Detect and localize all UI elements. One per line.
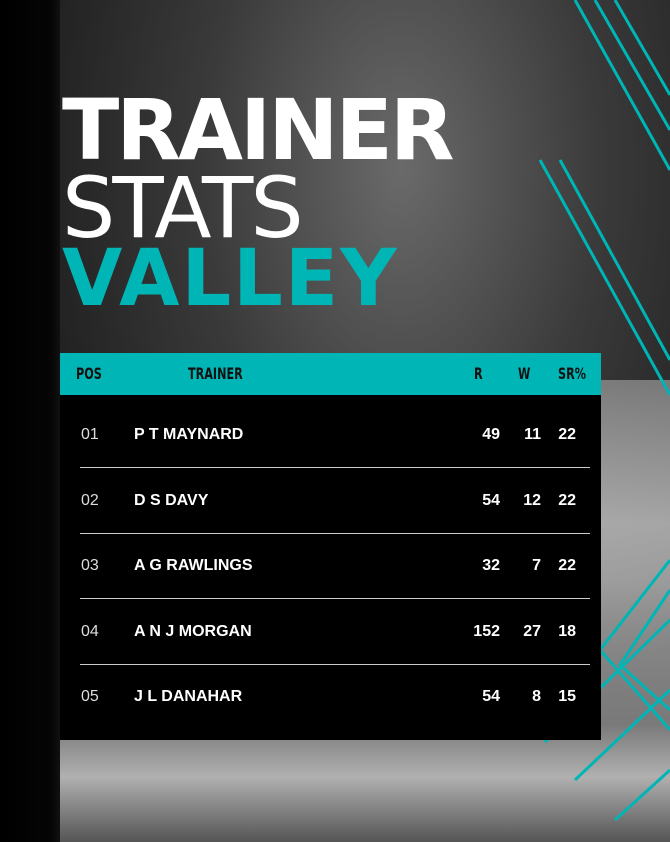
table-row: 02 D S DAVY 54 12 22 xyxy=(60,468,601,534)
cell-sr: 22 xyxy=(558,557,576,574)
cell-pos: 04 xyxy=(81,622,99,640)
title-line-3: VALLEY xyxy=(62,234,399,324)
cell-sr: 15 xyxy=(558,688,576,705)
cell-trainer: A N J MORGAN xyxy=(134,622,252,640)
page-title: TRAINER STATS VALLEY xyxy=(62,81,455,324)
stats-table: POS TRAINER R W SR% 01 P T MAYNARD 49 11… xyxy=(60,353,601,740)
cell-trainer: D S DAVY xyxy=(134,491,209,509)
table-row: 01 P T MAYNARD 49 11 22 xyxy=(60,402,601,468)
cell-trainer: P T MAYNARD xyxy=(134,426,244,443)
cell-r: 54 xyxy=(482,688,500,705)
header-sr: SR% xyxy=(558,364,586,383)
cell-pos: 01 xyxy=(81,426,99,443)
title-line-2: STATS xyxy=(62,159,304,257)
cell-pos: 03 xyxy=(81,557,99,574)
table-row: 05 J L DANAHAR 54 8 15 xyxy=(60,664,601,730)
header-w: W xyxy=(518,364,531,383)
row-divider xyxy=(80,663,590,665)
cell-w: 11 xyxy=(524,426,541,443)
cell-r: 32 xyxy=(482,557,500,574)
cell-r: 54 xyxy=(482,491,500,509)
cell-w: 7 xyxy=(532,557,541,574)
title-line-1: TRAINER xyxy=(62,81,455,179)
header-pos: POS xyxy=(76,364,102,383)
header-trainer: TRAINER xyxy=(188,364,243,383)
cell-pos: 05 xyxy=(81,688,99,705)
table-row: 04 A N J MORGAN 152 27 18 xyxy=(60,599,601,665)
cell-r: 152 xyxy=(473,622,500,640)
cell-w: 8 xyxy=(532,688,541,705)
cell-trainer: A G RAWLINGS xyxy=(134,557,253,574)
cell-sr: 18 xyxy=(558,622,576,640)
cell-sr: 22 xyxy=(558,491,576,509)
left-strip xyxy=(0,0,60,842)
cell-w: 27 xyxy=(523,622,541,640)
cell-trainer: J L DANAHAR xyxy=(134,688,243,705)
table-row: 03 A G RAWLINGS 32 7 22 xyxy=(60,533,601,599)
row-divider xyxy=(80,467,590,468)
row-divider xyxy=(80,598,590,599)
header-r: R xyxy=(474,364,483,383)
row-divider xyxy=(80,532,590,534)
cell-pos: 02 xyxy=(81,491,99,509)
cell-w: 12 xyxy=(523,491,541,509)
table-header: POS TRAINER R W SR% xyxy=(60,353,601,395)
cell-sr: 22 xyxy=(558,426,576,443)
cell-r: 49 xyxy=(482,426,500,443)
